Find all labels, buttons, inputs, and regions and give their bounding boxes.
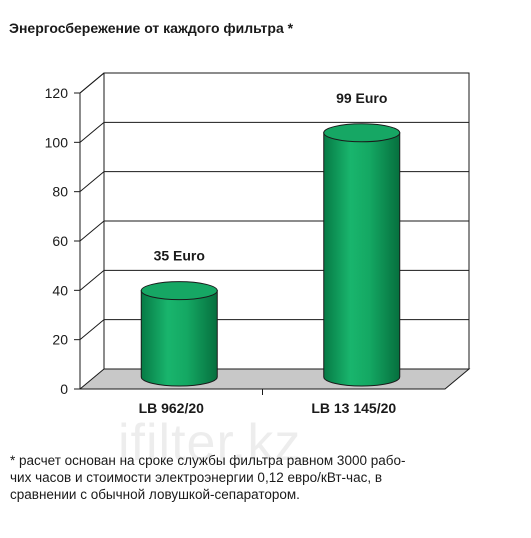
watermark: ifilter.kz [118, 414, 302, 472]
gridline [79, 171, 105, 193]
y-tick-label: 20 [52, 332, 68, 348]
data-label: 35 Euro [154, 248, 205, 264]
gridline [79, 220, 105, 242]
chart-title: Энергосбережение от каждого фильтра * [9, 20, 294, 36]
gridline [79, 319, 105, 341]
y-tick-label: 60 [52, 233, 68, 249]
data-label: 99 Euro [336, 90, 387, 106]
footnote: * расчет основан на сроке службы фильтра… [10, 452, 525, 503]
y-tick-label: 0 [60, 381, 68, 397]
chart-floor [78, 368, 471, 390]
footnote-line: сравнении с обычной ловушкой-сепаратором… [10, 487, 300, 502]
y-tick-label: 100 [45, 134, 69, 150]
bar-cylinder-top [140, 281, 218, 301]
x-tick-label: LB 962/20 [139, 400, 205, 416]
gridline [79, 72, 105, 94]
bar-cylinder-top [323, 123, 401, 143]
y-tick-label: 120 [45, 85, 69, 101]
footnote-line: * расчет основан на сроке службы фильтра… [10, 453, 406, 468]
bar-chart: 0 20 40 60 80 100 120 35 Euro LB 962/20 99 Euro L… [45, 72, 471, 416]
x-tick-label: LB 13 145/20 [311, 400, 396, 416]
gridline [79, 269, 105, 291]
bar-cylinder-body [140, 290, 218, 387]
footnote-line: чих часов и стоимости электроэнергии 0,1… [10, 470, 383, 485]
gridline [79, 121, 105, 143]
y-tick-label: 40 [52, 282, 68, 298]
y-tick-label: 80 [52, 184, 68, 200]
bar-cylinder-body [323, 132, 401, 387]
